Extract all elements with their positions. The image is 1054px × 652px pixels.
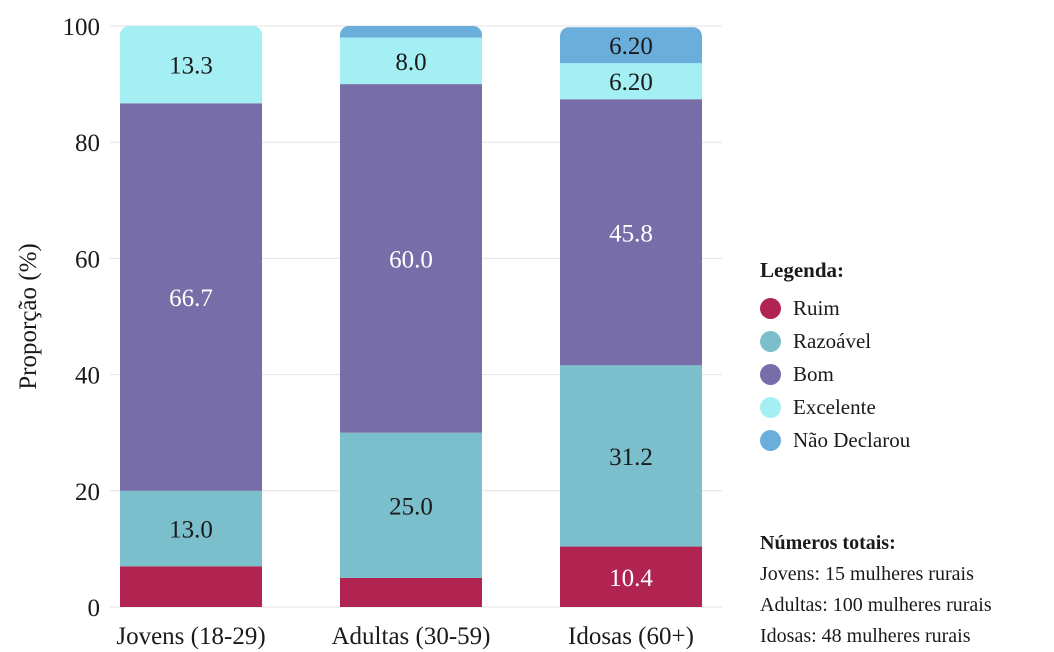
bar-segment-excelente <box>340 37 482 85</box>
legend-swatch-nao-declarou <box>760 430 781 451</box>
totals-line-idosas: Idosas: 48 mulheres rurais <box>760 625 971 647</box>
legend: Legenda: Ruim Razoável Bom Excelente Não… <box>760 258 910 457</box>
legend-swatch-razoavel <box>760 331 781 352</box>
y-tick-label: 0 <box>88 595 101 622</box>
data-label-razoavel: 31.2 <box>609 444 653 471</box>
data-label-excelente: 8.0 <box>395 49 426 76</box>
bar-segment-razoavel <box>340 432 482 578</box>
x-tick-label: Adultas (30-59) <box>332 623 491 649</box>
bar-group-idosas-60- <box>560 27 702 607</box>
bar-segment-bom <box>120 103 262 491</box>
totals-title: Números totais: <box>760 532 896 554</box>
bar-segment-excelente <box>120 26 262 104</box>
bar-segment-razoavel <box>120 490 262 567</box>
y-tick-label: 40 <box>75 363 100 390</box>
data-label-ruim: 10.4 <box>609 565 653 592</box>
bar-segment-ruim <box>560 546 702 607</box>
data-label-bom: 66.7 <box>169 285 213 312</box>
legend-swatch-bom <box>760 364 781 385</box>
legend-title: Legenda: <box>760 258 844 282</box>
legend-item-nao-declarou: Não Declarou <box>760 424 910 457</box>
legend-item-excelente: Excelente <box>760 391 910 424</box>
x-tick-label: Idosas (60+) <box>568 623 694 649</box>
legend-item-bom: Bom <box>760 358 910 391</box>
legend-swatch-ruim <box>760 298 781 319</box>
data-label-razoavel: 25.0 <box>389 493 433 520</box>
y-tick-label: 60 <box>75 246 100 273</box>
legend-label-razoavel: Razoável <box>793 329 872 353</box>
bar-group-adultas-30-59- <box>340 26 482 607</box>
y-tick-label: 80 <box>75 130 100 157</box>
totals-line-adultas: Adultas: 100 mulheres rurais <box>760 594 992 616</box>
legend-swatch-excelente <box>760 397 781 418</box>
data-label-bom: 60.0 <box>389 246 433 273</box>
legend-label-ruim: Ruim <box>793 296 840 320</box>
data-label-nao-declarou: 6.20 <box>609 33 653 60</box>
legend-label-excelente: Excelente <box>793 395 876 419</box>
bar-segment-ruim <box>340 577 482 607</box>
y-tick-label: 20 <box>75 479 100 506</box>
legend-item-razoavel: Razoável <box>760 325 910 358</box>
stacked-bar-chart: 0 20 40 60 80 100 Proporção (%) 13.0 66.7 13.3 Jov… <box>15 14 722 649</box>
bar-segment-bom <box>340 84 482 433</box>
data-label-excelente: 13.3 <box>169 53 213 80</box>
bar-segment-nao-declarou <box>560 27 702 64</box>
bar-segment-razoavel <box>560 365 702 547</box>
data-label-excelente: 6.20 <box>609 69 653 96</box>
data-label-bom: 45.8 <box>609 220 653 247</box>
y-tick-label: 100 <box>63 14 101 41</box>
bar-segment-bom <box>560 99 702 366</box>
data-label-razoavel: 13.0 <box>169 517 213 544</box>
totals-box: Números totais: Jovens: 15 mulheres rura… <box>760 528 992 652</box>
bar-segment-ruim <box>120 566 262 607</box>
y-axis-title: Proporção (%) <box>15 243 42 389</box>
legend-item-ruim: Ruim <box>760 292 910 325</box>
bar-segment-excelente <box>560 63 702 100</box>
totals-line-jovens: Jovens: 15 mulheres rurais <box>760 563 974 585</box>
x-tick-label: Jovens (18-29) <box>116 623 265 649</box>
legend-label-nao-declarou: Não Declarou <box>793 428 911 452</box>
bar-group-jovens-18-29- <box>120 26 262 607</box>
bar-segment-nao-declarou <box>340 26 482 38</box>
legend-label-bom: Bom <box>793 362 834 386</box>
